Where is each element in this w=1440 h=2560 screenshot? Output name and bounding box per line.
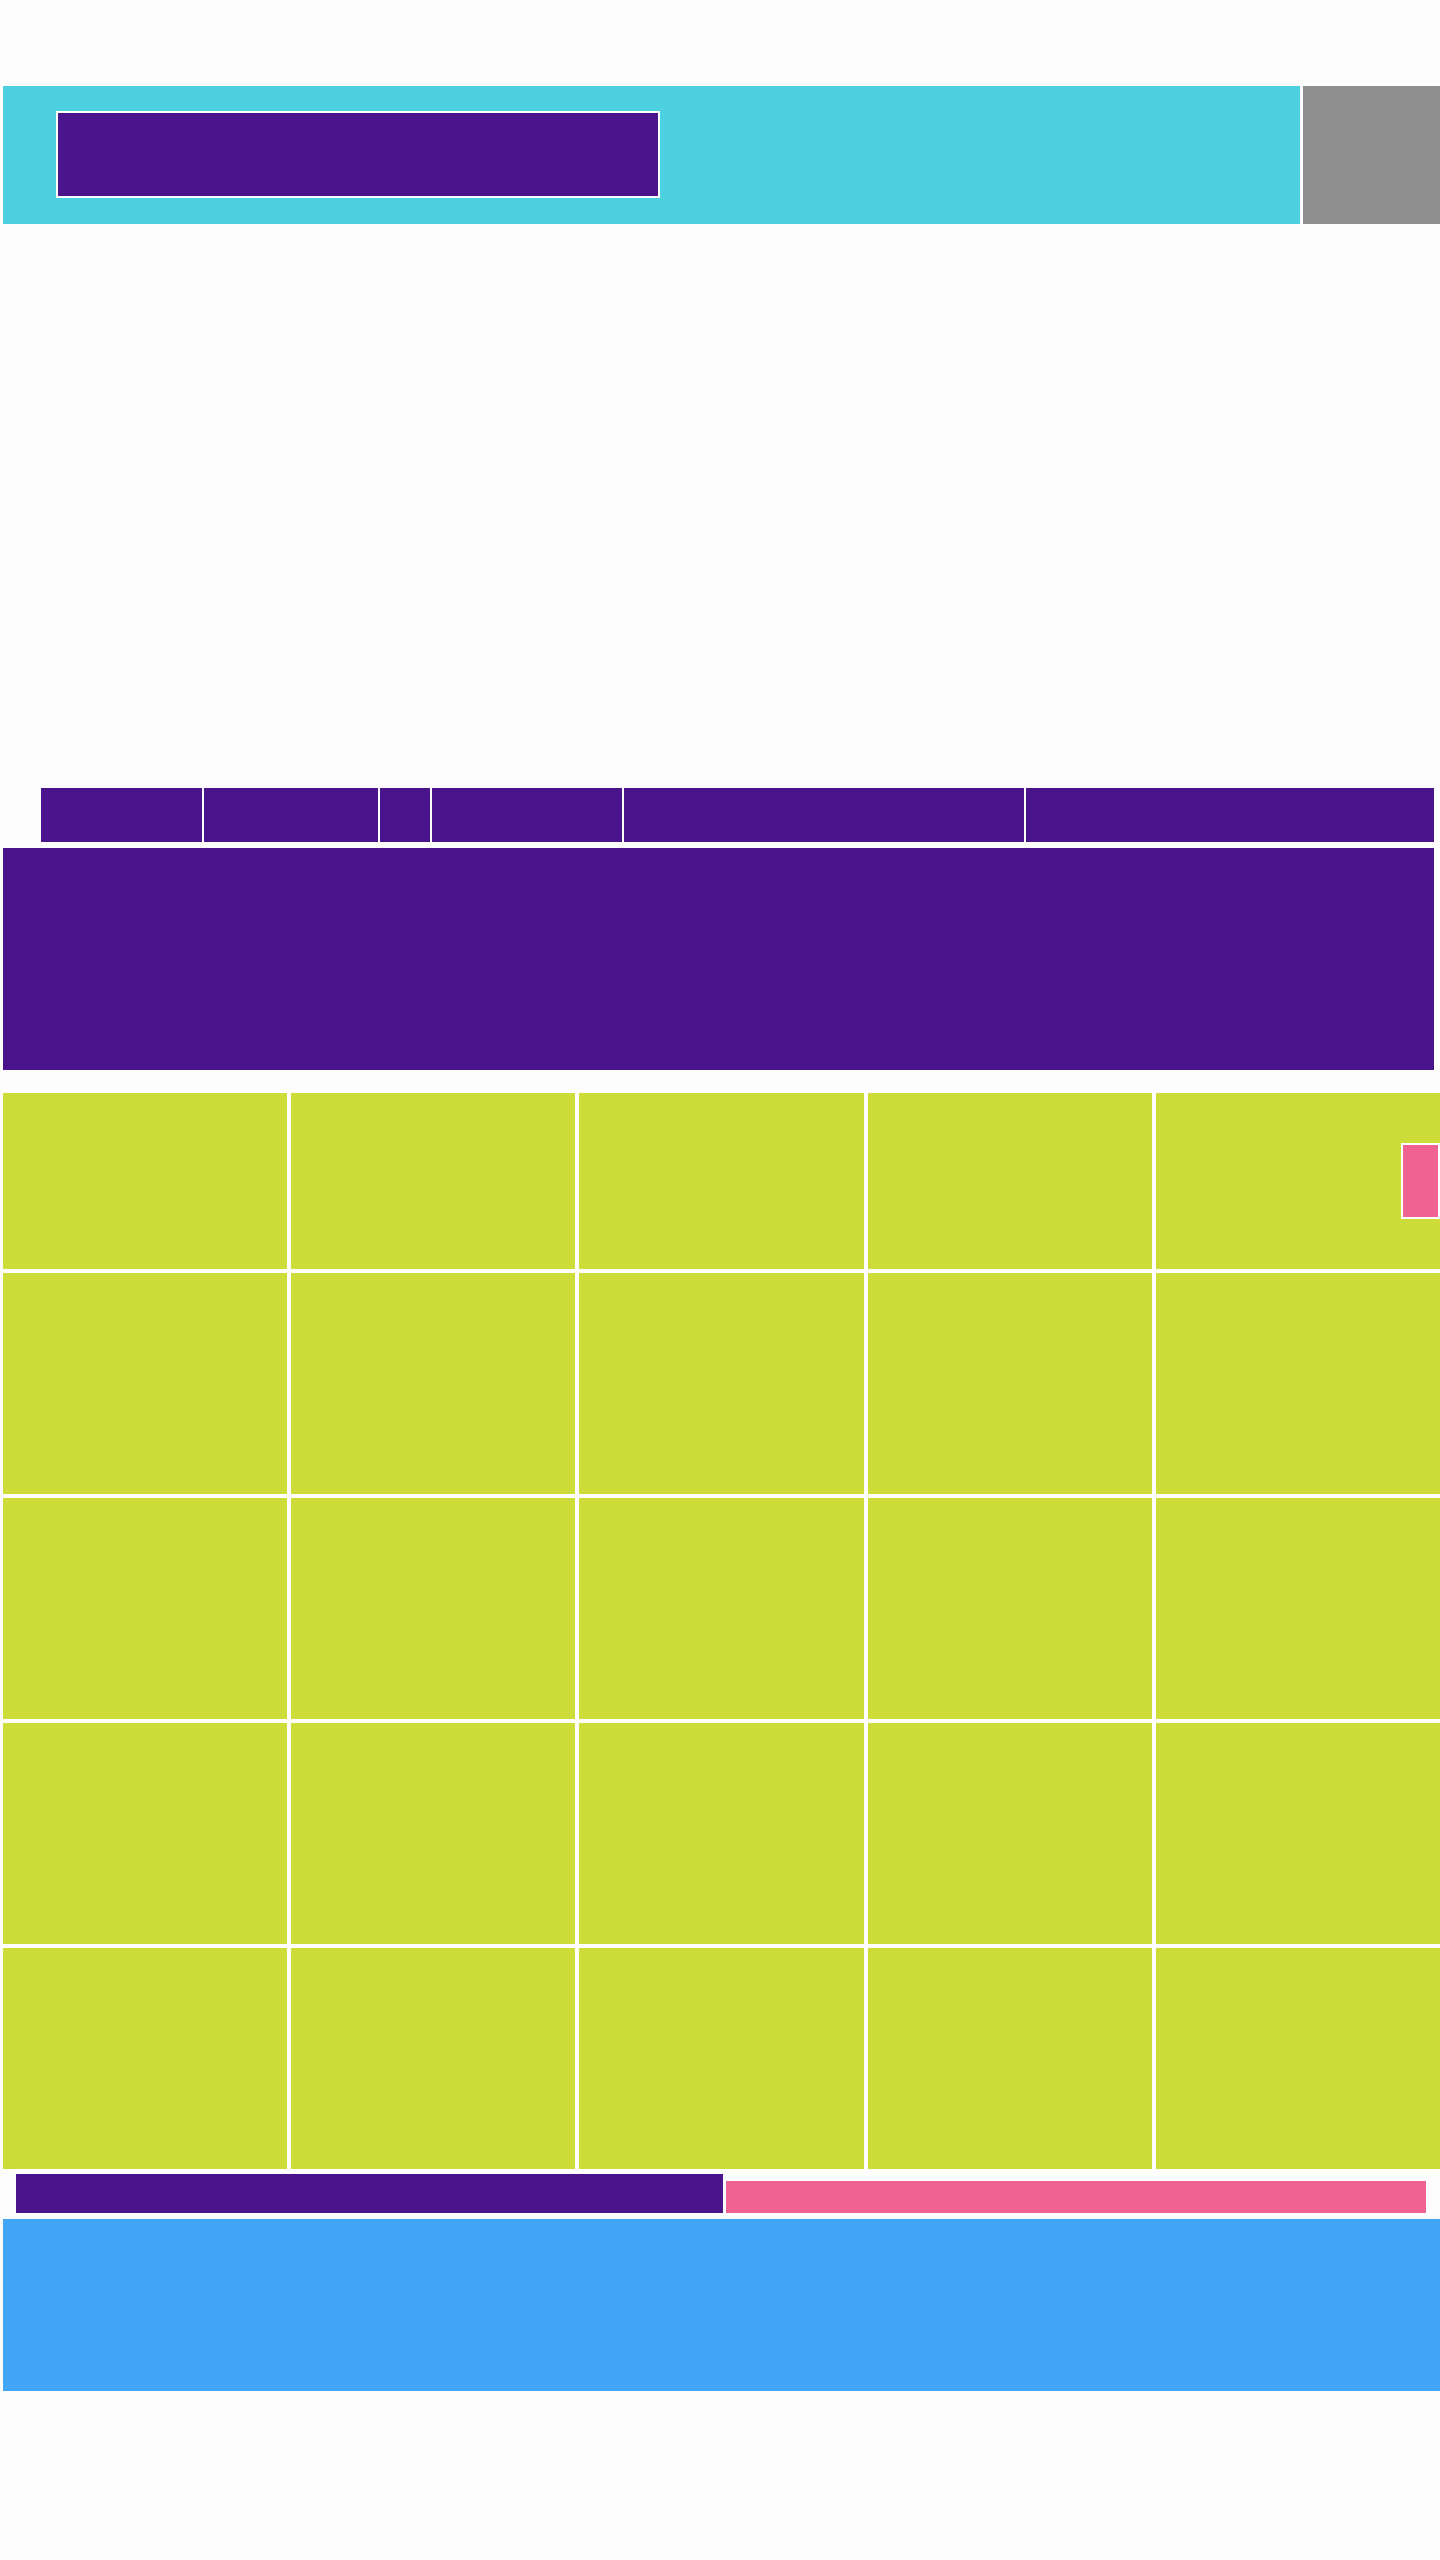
grid-tile[interactable] <box>867 1273 1152 1494</box>
nav-item-2[interactable] <box>204 788 378 842</box>
secondary-action-bar[interactable] <box>726 2181 1426 2213</box>
grid-tile[interactable] <box>867 1948 1152 2169</box>
grid-tile[interactable] <box>291 1093 576 1269</box>
hero-banner <box>3 848 1434 1070</box>
grid-tile[interactable] <box>579 1948 864 2169</box>
tile-grid <box>3 1093 1440 2170</box>
grid-tile[interactable] <box>1155 1498 1440 1719</box>
grid-tile[interactable] <box>3 1273 288 1494</box>
grid-tile[interactable] <box>867 1093 1152 1269</box>
footer <box>3 2219 1440 2391</box>
grid-tile[interactable] <box>1155 1948 1440 2169</box>
grid-tile[interactable] <box>1155 1723 1440 1944</box>
grid-tile[interactable] <box>1155 1273 1440 1494</box>
grid-tile[interactable] <box>3 1093 288 1269</box>
grid-tile[interactable] <box>1155 1093 1440 1269</box>
grid-tile[interactable] <box>291 1273 576 1494</box>
nav-item-5[interactable] <box>624 788 1024 842</box>
grid-tile[interactable] <box>579 1093 864 1269</box>
nav-item-4[interactable] <box>432 788 622 842</box>
nav-item-1[interactable] <box>41 788 202 842</box>
grid-tile[interactable] <box>579 1723 864 1944</box>
grid-tile[interactable] <box>291 1723 576 1944</box>
grid-tile[interactable] <box>3 1948 288 2169</box>
grid-tile[interactable] <box>291 1948 576 2169</box>
nav-item-3[interactable] <box>380 788 430 842</box>
tile-badge[interactable] <box>1401 1143 1440 1219</box>
grid-tile[interactable] <box>579 1273 864 1494</box>
grid-tile[interactable] <box>579 1498 864 1719</box>
nav-item-6[interactable] <box>1026 788 1434 842</box>
grid-tile[interactable] <box>3 1723 288 1944</box>
grid-tile[interactable] <box>3 1498 288 1719</box>
header-side-panel[interactable] <box>1303 86 1440 224</box>
grid-tile[interactable] <box>867 1723 1152 1944</box>
grid-tile[interactable] <box>867 1498 1152 1719</box>
grid-tile[interactable] <box>291 1498 576 1719</box>
primary-action-bar[interactable] <box>16 2174 723 2213</box>
header-title-box[interactable] <box>56 111 660 198</box>
